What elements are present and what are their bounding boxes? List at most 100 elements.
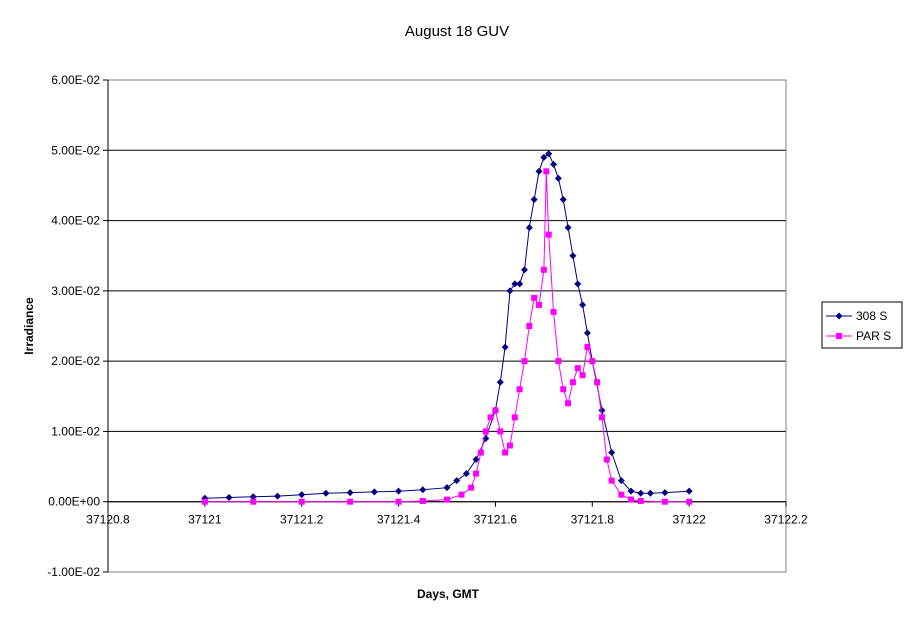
- data-point: [685, 487, 693, 495]
- data-point: [521, 358, 528, 365]
- x-tick-label: 37121.4: [377, 513, 421, 527]
- data-point: [637, 489, 645, 497]
- data-point: [472, 456, 480, 464]
- data-point: [598, 414, 605, 421]
- data-point: [511, 280, 519, 288]
- axis-layer: -1.00E-02 0.00E+00 1.00E-02 2.00E-02 3.00E-0…: [47, 73, 808, 579]
- data-point: [686, 498, 693, 505]
- data-point: [608, 477, 615, 484]
- data-point: [584, 344, 591, 351]
- data-point: [535, 167, 543, 175]
- data-point: [628, 496, 635, 503]
- data-point: [458, 491, 465, 498]
- data-point: [603, 456, 610, 463]
- data-point: [496, 378, 504, 386]
- data-point: [554, 174, 562, 182]
- data-point: [565, 400, 572, 407]
- data-point: [516, 280, 524, 288]
- y-tick-label: 1.00E-02: [51, 424, 100, 438]
- x-tick-label: 37122.2: [764, 513, 808, 527]
- data-point: [482, 428, 489, 435]
- y-tick-label: 2.00E-02: [51, 354, 100, 368]
- data-point: [506, 287, 514, 295]
- data-point: [555, 358, 562, 365]
- series-layer: [201, 150, 693, 505]
- y-tick-label: 0.00E+00: [48, 495, 100, 509]
- data-point: [520, 266, 528, 274]
- data-point: [550, 160, 558, 168]
- x-tick-label: 37121.8: [571, 513, 615, 527]
- data-point: [443, 484, 451, 492]
- data-point: [492, 407, 499, 414]
- data-point: [594, 379, 601, 386]
- y-axis-label: Irradiance: [22, 297, 36, 355]
- data-point: [646, 489, 654, 497]
- data-point: [497, 428, 504, 435]
- data-point: [370, 488, 378, 496]
- legend-marker: [836, 333, 842, 339]
- data-point: [502, 449, 509, 456]
- legend-label: PAR S: [856, 329, 891, 343]
- data-point: [395, 487, 403, 495]
- data-point: [395, 498, 402, 505]
- data-point: [569, 379, 576, 386]
- chart-title: August 18 GUV: [405, 23, 509, 40]
- data-point: [583, 329, 591, 337]
- data-point: [249, 493, 257, 501]
- data-point: [298, 491, 306, 499]
- data-point: [545, 231, 552, 238]
- x-axis-label: Days, GMT: [417, 587, 480, 601]
- data-point: [511, 414, 518, 421]
- legend-entry-2: PAR S: [826, 329, 891, 343]
- data-point: [506, 442, 513, 449]
- data-point: [579, 372, 586, 379]
- legend-entry-1: 308 S: [826, 309, 887, 323]
- data-point: [540, 153, 548, 161]
- data-point: [574, 365, 581, 372]
- data-point: [550, 308, 557, 315]
- data-point: [201, 498, 208, 505]
- data-point: [462, 470, 470, 478]
- data-point: [579, 301, 587, 309]
- data-point: [453, 477, 461, 485]
- series-1: [201, 150, 693, 502]
- data-point: [225, 493, 233, 501]
- data-point: [617, 477, 625, 485]
- data-point: [618, 491, 625, 498]
- data-point: [473, 470, 480, 477]
- data-point: [477, 449, 484, 456]
- y-tick-label: 4.00E-02: [51, 214, 100, 228]
- data-point: [543, 168, 550, 175]
- data-point: [322, 489, 330, 497]
- data-point: [444, 496, 450, 503]
- data-point: [559, 195, 567, 203]
- data-point: [250, 498, 257, 505]
- y-tick-label: 3.00E-02: [51, 284, 100, 298]
- data-point: [536, 301, 543, 308]
- data-point: [346, 489, 354, 497]
- data-point: [574, 280, 582, 288]
- series-2: [201, 168, 693, 505]
- x-tick-label: 37120.8: [86, 513, 130, 527]
- data-point: [569, 252, 577, 260]
- legend-label: 308 S: [856, 309, 887, 323]
- data-point: [608, 449, 616, 457]
- y-tick-label: -1.00E-02: [47, 565, 100, 579]
- data-point: [661, 489, 669, 497]
- data-point: [530, 195, 538, 203]
- data-point: [589, 358, 596, 365]
- x-tick-label: 37121.6: [474, 513, 518, 527]
- data-point: [525, 224, 533, 232]
- data-point: [540, 266, 547, 273]
- legend: 308 S PAR S: [821, 301, 903, 349]
- data-point: [347, 498, 354, 505]
- data-point: [564, 224, 572, 232]
- grid-layer: [108, 149, 786, 503]
- data-point: [661, 498, 668, 505]
- data-point: [468, 484, 475, 491]
- data-point: [419, 486, 427, 494]
- series-line: [204, 153, 690, 499]
- data-point: [419, 498, 426, 505]
- y-tick-label: 6.00E-02: [51, 73, 100, 87]
